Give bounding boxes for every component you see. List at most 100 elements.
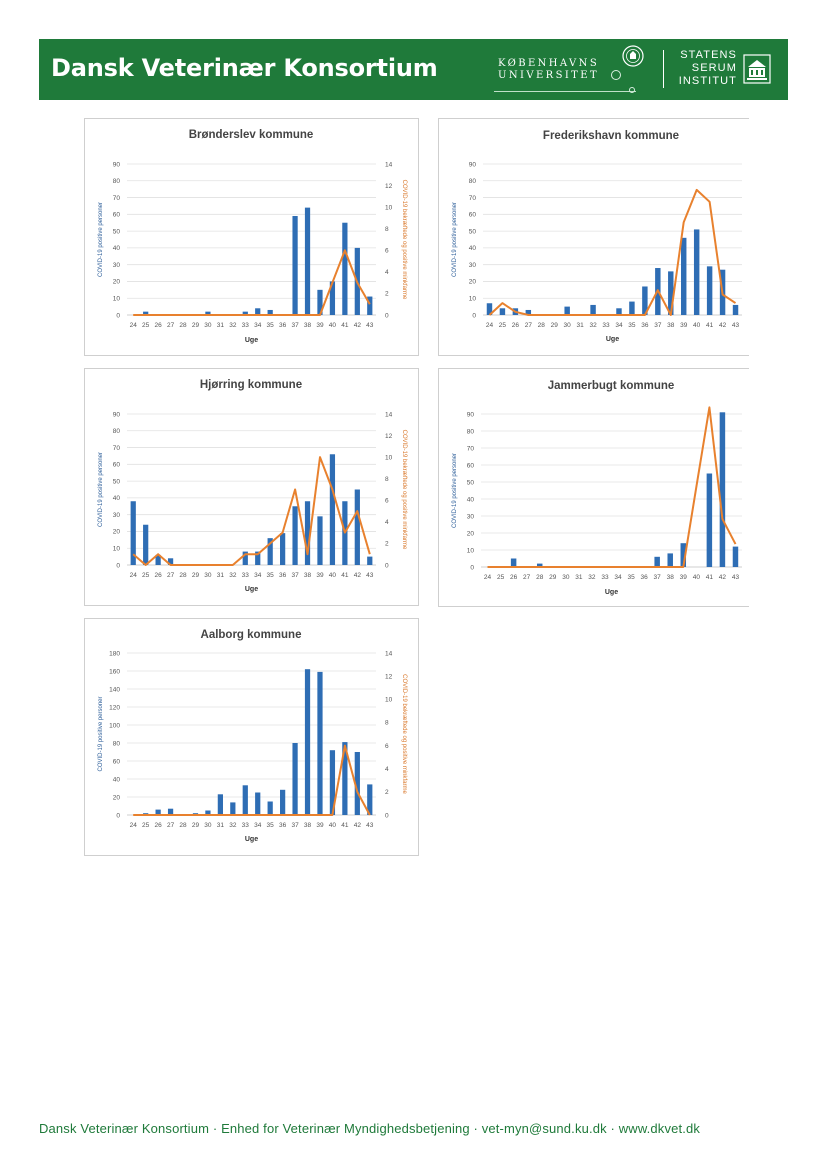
x-tick-label: 37 [291, 822, 299, 829]
x-tick-label: 37 [291, 322, 299, 329]
y2-axis-label: COVID-19 bekræftede og positive minkfarm… [401, 674, 407, 794]
x-tick-label: 32 [589, 322, 597, 329]
y-tick-label: 60 [467, 462, 475, 469]
bar [654, 556, 660, 567]
x-tick-label: 36 [279, 822, 287, 829]
y-tick-label: 70 [467, 445, 475, 452]
chart-jammerbugt: Jammerbugt kommune 0 10 20 30 40 50 60 70 80 90 24 2… [452, 380, 742, 596]
x-tick-label: 26 [155, 822, 163, 829]
x-tick-label: 30 [204, 822, 212, 829]
y-tick-label: 0 [116, 312, 120, 319]
y2-tick-label: 14 [385, 411, 393, 418]
series-line [132, 456, 371, 566]
x-tick-label: 37 [654, 574, 662, 581]
x-tick-label: 27 [167, 572, 175, 579]
y-axis-label: COVID-19 positive personer [98, 202, 104, 277]
x-tick-label: 34 [614, 574, 622, 581]
x-tick-label: 33 [242, 572, 250, 579]
y-tick-label: 10 [469, 296, 477, 303]
bar [668, 271, 674, 315]
chart-panel-bronderslev: Brønderslev kommune 0 10 20 30 40 50 60 70 80 90 0 2… [84, 118, 419, 356]
bar [230, 802, 236, 815]
y2-tick-label: 2 [385, 789, 389, 796]
y-tick-label: 50 [113, 228, 121, 235]
y2-tick-label: 10 [385, 204, 393, 211]
y2-tick-label: 6 [385, 498, 389, 505]
y-tick-label: 120 [109, 704, 120, 711]
bar [317, 516, 323, 565]
x-tick-label: 29 [192, 572, 200, 579]
x-tick-label: 31 [575, 574, 583, 581]
x-tick-label: 31 [217, 822, 225, 829]
y-tick-label: 80 [113, 178, 121, 185]
ku-logo-ring [611, 70, 621, 80]
x-tick-label: 43 [732, 574, 740, 581]
x-tick-label: 24 [130, 822, 138, 829]
x-tick-label: 25 [499, 322, 507, 329]
series-line [487, 406, 737, 568]
chart-title: Brønderslev kommune [189, 129, 314, 141]
y-tick-label: 70 [113, 195, 121, 202]
x-tick-label: 30 [204, 322, 212, 329]
x-tick-label: 35 [628, 322, 636, 329]
bar [304, 669, 311, 815]
bar [205, 311, 211, 315]
bar [486, 303, 493, 315]
ssi-line-3: INSTITUT [678, 75, 737, 87]
x-tick-label: 40 [329, 822, 337, 829]
ssi-line-2: SERUM [691, 62, 737, 74]
x-tick-label: 32 [229, 322, 237, 329]
bar [510, 558, 517, 567]
bar [342, 222, 348, 315]
x-tick-label: 38 [304, 822, 312, 829]
bar [525, 309, 532, 315]
chart-title: Hjørring kommune [200, 379, 302, 391]
series-line [133, 744, 371, 816]
y2-tick-label: 4 [385, 269, 389, 276]
bar [155, 554, 161, 565]
x-tick-label: 42 [719, 574, 727, 581]
x-tick-label: 32 [229, 822, 237, 829]
x-tick-label: 28 [538, 322, 546, 329]
bar [732, 546, 739, 567]
ku-line-1: KØBENHAVNS [498, 58, 600, 69]
x-tick-label: 25 [142, 822, 150, 829]
bar [143, 524, 149, 565]
y2-tick-label: 8 [385, 720, 389, 727]
y2-tick-label: 12 [385, 673, 393, 680]
x-tick-label: 39 [680, 574, 688, 581]
x-tick-label: 42 [354, 822, 362, 829]
bar [706, 266, 713, 315]
x-tick-label: 43 [366, 572, 374, 579]
y-tick-label: 20 [113, 794, 121, 801]
bar [304, 207, 311, 315]
x-tick-label: 32 [229, 572, 237, 579]
y-tick-label: 180 [109, 650, 120, 657]
x-tick-label: 40 [693, 574, 701, 581]
x-tick-label: 26 [510, 574, 518, 581]
x-tick-label: 34 [254, 322, 262, 329]
bar [354, 489, 360, 565]
chart-panel-hjorring: Hjørring kommune 0 10 20 30 40 50 60 70 80 90 0 2 4 6 8… [84, 368, 419, 606]
y-axis-label: COVID-19 positive personer [98, 452, 104, 527]
x-tick-label: 35 [627, 574, 635, 581]
x-tick-label: 30 [564, 322, 572, 329]
y2-tick-label: 14 [385, 650, 393, 657]
y2-tick-label: 12 [385, 433, 393, 440]
x-tick-label: 39 [316, 322, 324, 329]
bar [292, 743, 298, 815]
y-tick-label: 30 [113, 262, 121, 269]
x-tick-label: 24 [484, 574, 492, 581]
y2-axis-label: COVID-19 bekræftede og positive minkfarm… [401, 180, 407, 300]
y2-axis-label: COVID-19 bekræftede og positive minkfarm… [401, 430, 407, 550]
y-tick-label: 70 [113, 445, 121, 452]
x-tick-label: 24 [486, 322, 494, 329]
y-axis-label: COVID-19 positive personer [452, 202, 458, 277]
y-tick-label: 90 [467, 411, 475, 418]
y-tick-label: 40 [113, 495, 121, 502]
x-tick-label: 29 [551, 322, 559, 329]
y-tick-label: 40 [467, 496, 475, 503]
x-tick-label: 35 [267, 572, 275, 579]
x-tick-label: 26 [155, 322, 163, 329]
x-tick-label: 26 [155, 572, 163, 579]
